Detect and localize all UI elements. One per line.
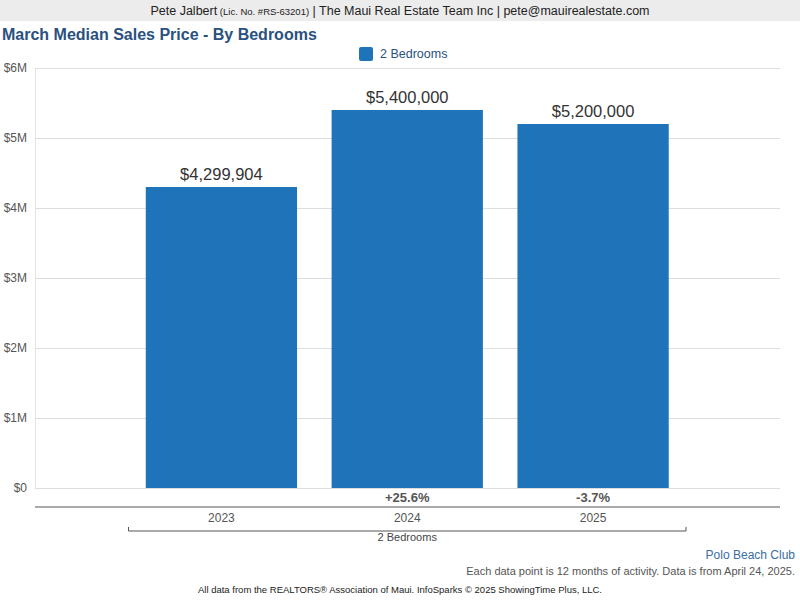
x-baseline xyxy=(35,507,780,508)
x-axis: 2023 2024 2025 xyxy=(208,507,607,525)
data-label: $5,200,000 xyxy=(552,102,635,120)
y-tick-label: $4M xyxy=(4,201,27,215)
grid-line xyxy=(35,488,780,489)
data-label: $4,299,904 xyxy=(180,165,263,183)
header-part: | The Maui Real Estate Team Inc | pete@m… xyxy=(309,4,649,18)
x-tick: 2023 xyxy=(208,507,235,525)
y-axis: $0 $1M $2M $3M $4M $5M $6M xyxy=(4,61,780,495)
legend-item: 2 Bedrooms xyxy=(359,47,447,61)
y-tick-label: $1M xyxy=(4,411,27,425)
legend: 2 Bedrooms xyxy=(359,47,447,61)
y-tick: $6M xyxy=(4,61,780,75)
note: Each data point is 12 months of activity… xyxy=(466,565,795,577)
y-tick-label: $6M xyxy=(4,61,27,75)
y-tick-label: $3M xyxy=(4,271,27,285)
x-tick-label: 2025 xyxy=(580,511,607,525)
header-part: Pete Jalbert xyxy=(150,4,217,18)
bar xyxy=(517,124,668,488)
chart: Pete Jalbert (Lic. No. #RS-63201) | The … xyxy=(0,0,800,600)
change-labels: +25.6% -3.7% xyxy=(385,490,610,505)
y-tick-label: $5M xyxy=(4,131,27,145)
grid-line xyxy=(35,68,780,69)
x-tick-label: 2023 xyxy=(208,511,235,525)
title: March Median Sales Price - By Bedrooms xyxy=(2,26,317,43)
footer: All data from the REALTORS® Association … xyxy=(198,584,602,595)
change-label: +25.6% xyxy=(385,490,430,505)
x-label: 2 Bedrooms xyxy=(378,531,438,543)
subtitle: Polo Beach Club xyxy=(706,548,796,562)
data-label: $5,400,000 xyxy=(366,88,449,106)
header-bar xyxy=(0,0,800,21)
y-tick-label: $2M xyxy=(4,341,27,355)
data-labels: $4,299,904 $5,400,000 $5,200,000 xyxy=(180,88,634,183)
x-tick: 2024 xyxy=(394,507,421,525)
bar xyxy=(146,187,297,488)
x-tick-label: 2024 xyxy=(394,511,421,525)
x-tick: 2025 xyxy=(580,507,607,525)
bars xyxy=(146,110,669,488)
header: Pete Jalbert (Lic. No. #RS-63201) | The … xyxy=(150,4,649,18)
legend-label: 2 Bedrooms xyxy=(380,47,447,61)
bar xyxy=(332,110,483,488)
change-label: -3.7% xyxy=(576,490,610,505)
legend-swatch xyxy=(359,47,373,61)
header-part: (Lic. No. #RS-63201) xyxy=(217,6,309,17)
y-tick-label: $0 xyxy=(14,481,28,495)
